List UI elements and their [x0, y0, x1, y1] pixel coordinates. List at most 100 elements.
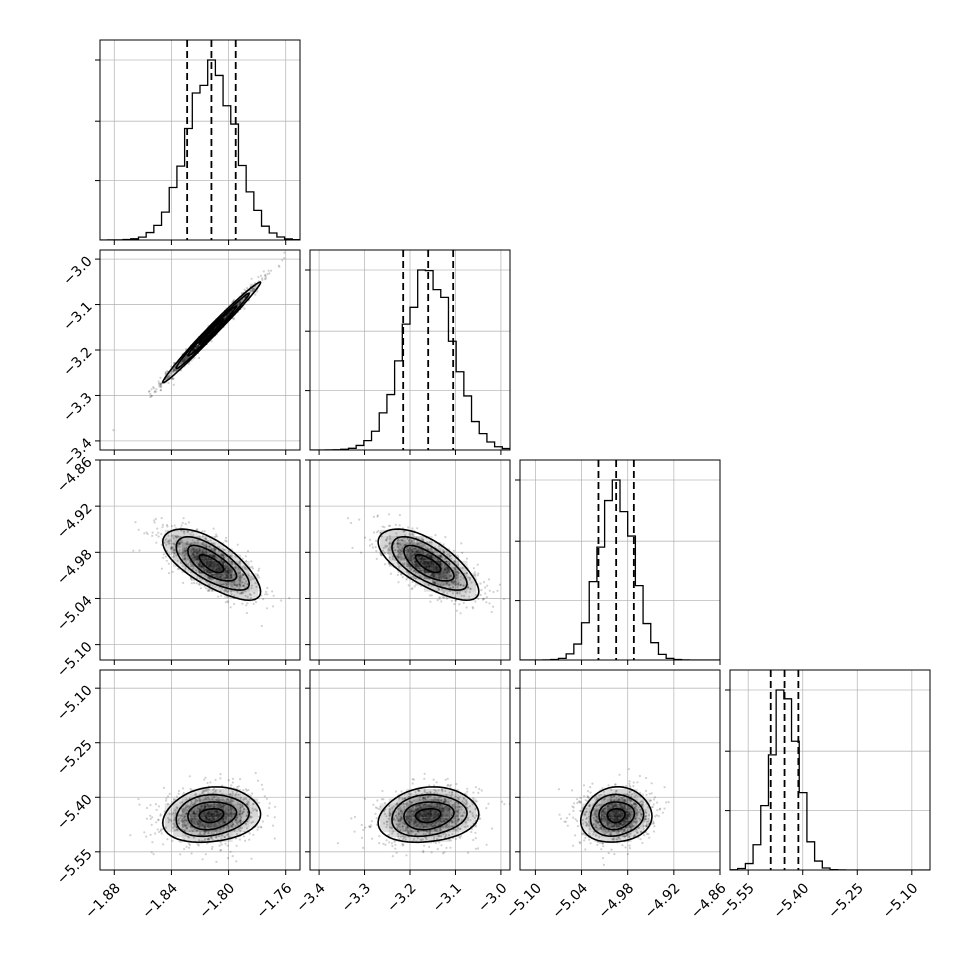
- density-cell: [423, 808, 433, 813]
- scatter-point: [264, 274, 267, 277]
- scatter-point: [232, 317, 235, 320]
- scatter-point: [436, 798, 439, 801]
- scatter-point: [211, 585, 214, 588]
- histogram-series: [100, 59, 300, 240]
- scatter-point: [273, 816, 276, 819]
- scatter-point: [173, 825, 176, 828]
- scatter-point: [167, 540, 170, 543]
- scatter-point: [219, 849, 222, 852]
- scatter-point: [394, 549, 397, 552]
- scatter-point: [471, 606, 474, 609]
- scatter-point: [236, 572, 239, 575]
- scatter-point: [394, 523, 397, 526]
- scatter-point: [210, 847, 214, 851]
- scatter-point: [233, 580, 236, 583]
- scatter-point: [408, 831, 411, 834]
- density-cell: [181, 822, 191, 828]
- scatter-point: [400, 556, 403, 559]
- scatter-point: [239, 301, 242, 304]
- density-cell: [215, 318, 225, 328]
- scatter-point: [258, 576, 261, 579]
- scatter-point: [424, 797, 427, 800]
- density-cell: [215, 566, 225, 574]
- scatter-point: [153, 519, 156, 522]
- density-cell: [224, 813, 233, 818]
- scatter-point: [240, 815, 243, 818]
- scatter-point: [465, 572, 468, 575]
- density-core: [380, 788, 477, 842]
- scatter-point: [175, 536, 178, 539]
- scatter-point: [382, 547, 385, 550]
- scatter-point: [476, 574, 479, 577]
- scatter-point: [474, 831, 477, 834]
- scatter-point: [386, 545, 389, 548]
- scatter-point: [413, 563, 416, 566]
- density-cell: [173, 798, 182, 804]
- density-cell: [164, 542, 174, 549]
- scatter-point: [400, 538, 403, 542]
- scatter-point: [254, 600, 258, 604]
- scatter-point: [460, 808, 463, 811]
- panel-0-0: [95, 39, 301, 245]
- scatter-point: [172, 822, 175, 825]
- scatter-point: [233, 298, 236, 302]
- scatter-point: [399, 806, 402, 809]
- scatter-point: [242, 789, 245, 792]
- density-cell: [415, 813, 424, 818]
- density-cell: [215, 788, 225, 794]
- scatter-point: [382, 842, 385, 846]
- scatter-point: [360, 836, 364, 839]
- scatter-point: [199, 831, 202, 835]
- scatter-point: [266, 272, 269, 276]
- scatter-point: [242, 574, 245, 577]
- scatter-point: [444, 800, 447, 803]
- scatter-point: [240, 577, 243, 580]
- scatter-point: [171, 542, 174, 545]
- scatter-point: [238, 302, 241, 305]
- scatter-point: [219, 552, 222, 555]
- scatter-point: [390, 807, 393, 810]
- scatter-point: [388, 804, 391, 807]
- scatter-point: [168, 572, 171, 575]
- scatter-point: [240, 592, 243, 595]
- density-cell: [181, 353, 191, 363]
- scatter-point: [400, 835, 403, 838]
- scatter-point: [166, 525, 169, 528]
- density-cell: [380, 803, 389, 809]
- scatter-point: [383, 526, 386, 529]
- scatter-point: [168, 374, 171, 377]
- scatter-point: [224, 564, 227, 567]
- scatter-point: [246, 803, 249, 806]
- scatter-point: [186, 822, 189, 825]
- scatter-point: [239, 819, 242, 822]
- density-cell: [207, 813, 216, 818]
- scatter-point: [395, 802, 399, 805]
- scatter-point: [267, 269, 270, 272]
- scatter-point: [249, 593, 252, 597]
- scatter-point: [173, 551, 176, 554]
- scatter-point: [264, 273, 267, 276]
- scatter-point: [193, 802, 196, 805]
- scatter-point: [392, 546, 395, 550]
- scatter-point: [244, 594, 247, 598]
- scatter-point: [412, 778, 415, 781]
- scatter-point: [387, 549, 390, 552]
- scatter-point: [455, 573, 458, 576]
- scatter-point: [394, 819, 397, 822]
- scatter-point: [451, 821, 454, 824]
- scatter-point: [186, 357, 189, 360]
- scatter-point: [151, 531, 154, 534]
- density-cell: [397, 554, 407, 561]
- scatter-point: [435, 830, 438, 833]
- scatter-point: [469, 577, 472, 580]
- scatter-point: [184, 550, 187, 553]
- contour-level-2: [175, 292, 251, 370]
- scatter-point: [249, 815, 252, 818]
- scatter-point: [249, 575, 252, 578]
- scatter-point: [215, 836, 218, 839]
- scatter-point: [400, 573, 403, 576]
- scatter-point: [468, 577, 471, 580]
- scatter-point: [206, 781, 209, 785]
- scatter-point: [178, 542, 181, 546]
- scatter-point: [211, 589, 214, 592]
